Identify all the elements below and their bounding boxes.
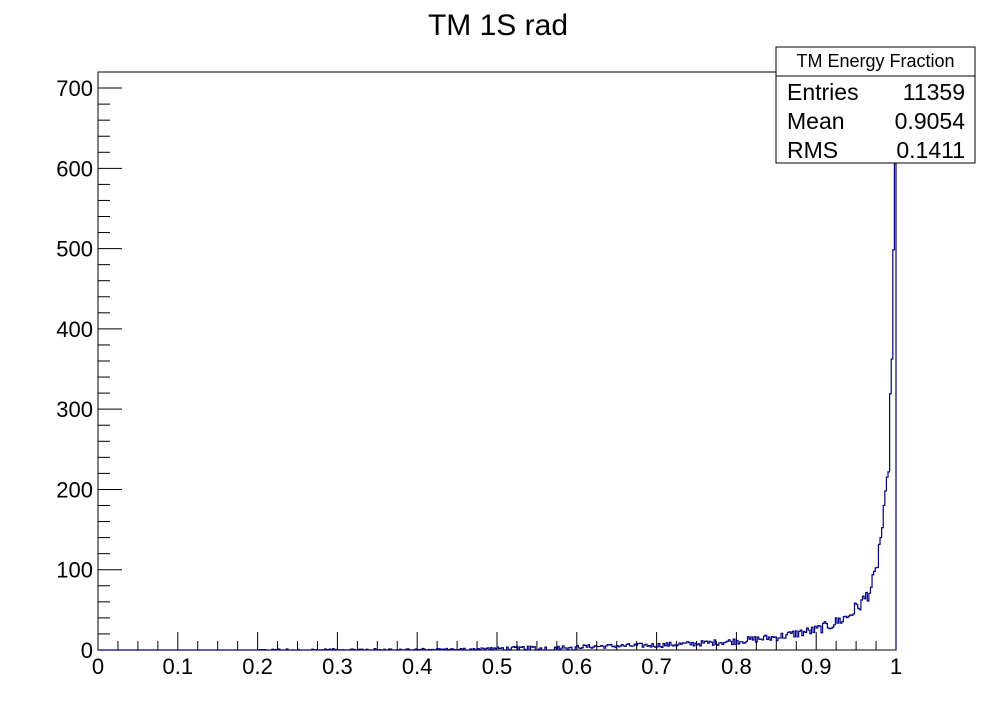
x-tick-label: 0.8: [721, 654, 752, 679]
y-tick-label: 0: [81, 638, 93, 663]
stats-mean-value: 0.9054: [895, 108, 966, 134]
stats-entries-value: 11359: [903, 79, 965, 105]
y-tick-label: 200: [56, 477, 93, 502]
x-tick-label: 0.3: [322, 654, 353, 679]
y-tick-label: 100: [56, 558, 93, 583]
x-tick-label: 0.2: [242, 654, 273, 679]
x-tick-label: 0.7: [641, 654, 672, 679]
chart-title: TM 1S rad: [428, 9, 568, 42]
x-tick-label: 0.9: [801, 654, 832, 679]
x-tick-label: 0.1: [163, 654, 194, 679]
y-tick-label: 700: [56, 76, 93, 101]
stats-mean-label: Mean: [787, 108, 845, 134]
x-tick-label: 0.5: [482, 654, 513, 679]
y-tick-label: 400: [56, 317, 93, 342]
y-tick-label: 500: [56, 237, 93, 262]
x-axis: 0 0.1 0.2 0.3 0.4 0.5 0.6 0.7 0.8 0.9 1: [92, 632, 902, 679]
x-tick-label: 0.6: [562, 654, 593, 679]
y-tick-label: 600: [56, 156, 93, 181]
x-tick-label: 0.4: [402, 654, 433, 679]
y-tick-label: 300: [56, 397, 93, 422]
stats-rms-value: 0.1411: [896, 137, 965, 163]
stats-rms-label: RMS: [787, 137, 838, 163]
stats-title: TM Energy Fraction: [796, 51, 954, 71]
stats-box: TM Energy Fraction Entries 11359 Mean 0.…: [775, 46, 976, 164]
x-tick-label: 1: [890, 654, 902, 679]
y-axis: 0 100 200 300 400 500 600 700: [56, 71, 122, 663]
histogram-outline: [98, 121, 897, 651]
plot-frame: [97, 71, 897, 651]
x-tick-label: 0: [92, 654, 104, 679]
stats-entries-label: Entries: [787, 79, 859, 105]
histogram-bars: [98, 121, 897, 651]
